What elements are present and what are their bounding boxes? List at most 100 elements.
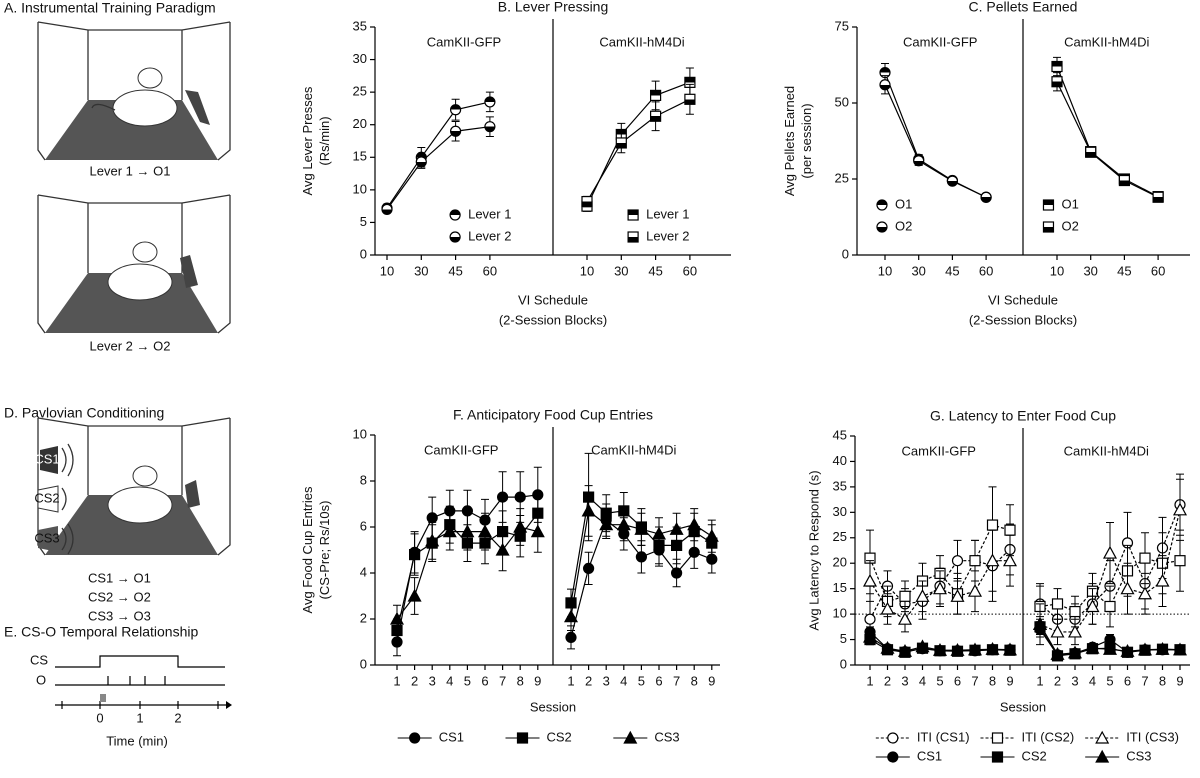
y-tick-label: 2 — [360, 610, 367, 625]
legend-marker — [449, 209, 461, 221]
x-tick-label: 2 — [1054, 673, 1061, 688]
x-tick-label: 3 — [603, 673, 610, 688]
x-tick-label: 1 — [866, 673, 873, 688]
marker — [425, 533, 440, 547]
speaker-label: CS1 — [34, 451, 59, 466]
marker — [1069, 605, 1081, 618]
x-axis-label: (2-Session Blocks) — [499, 312, 607, 327]
x-tick-label: 45 — [945, 263, 959, 278]
legend-label: Lever 1 — [468, 206, 511, 221]
y-axis-label: (per session) — [799, 103, 814, 178]
x-tick-label: 4 — [919, 673, 926, 688]
series-line — [1039, 504, 1181, 620]
marker — [450, 104, 462, 116]
marker — [1050, 647, 1065, 660]
legend-marker — [1042, 199, 1055, 211]
x-tick-label: 60 — [979, 263, 993, 278]
x-axis-label: VI Schedule — [988, 292, 1058, 307]
marker — [450, 125, 462, 137]
legend-label: ITI (CS2) — [1022, 729, 1075, 744]
time-tick: 2 — [174, 710, 181, 725]
marker — [897, 611, 913, 625]
marker — [669, 522, 684, 535]
timeline — [55, 655, 232, 709]
x-tick-label: 9 — [1176, 673, 1183, 688]
marker — [1104, 600, 1116, 613]
x-tick-label: 10 — [580, 263, 594, 278]
x-tick-label: 6 — [954, 673, 961, 688]
y-tick-label: 10 — [833, 606, 847, 621]
marker — [1085, 640, 1100, 654]
marker — [1155, 641, 1170, 655]
y-tick-label: 25 — [833, 529, 847, 544]
series-line — [1056, 66, 1159, 198]
legend-label: ITI (CS3) — [1126, 729, 1179, 744]
marker — [684, 93, 696, 105]
y-axis-label: Avg Lever Presses — [300, 86, 315, 195]
marker — [1051, 60, 1063, 73]
axis-label: Time (min) — [106, 733, 168, 748]
marker — [1067, 624, 1083, 638]
marker — [915, 639, 930, 653]
legend-marker — [887, 732, 899, 744]
speaker-label: CS3 — [34, 530, 59, 545]
series-line — [869, 549, 1011, 620]
marker — [1155, 573, 1170, 587]
legend-label: CS2 — [1022, 748, 1047, 763]
x-tick-label: 8 — [691, 673, 698, 688]
marker — [634, 522, 649, 535]
marker — [616, 517, 631, 531]
legend-marker — [409, 732, 421, 744]
x-tick-label: 2 — [585, 673, 592, 688]
y-tick-label: 10 — [353, 426, 367, 441]
y-axis-label: Avg Food Cup Entries — [300, 486, 315, 613]
marker — [1137, 586, 1153, 600]
legend-marker — [876, 199, 888, 211]
group-label: CamKII-GFP — [902, 443, 976, 458]
legend-label: O2 — [1061, 218, 1078, 233]
marker — [950, 642, 965, 656]
marker — [477, 524, 493, 538]
legend-marker — [1042, 221, 1055, 233]
x-tick-label: 6 — [1124, 673, 1131, 688]
contingency-label: Lever 2 → O2 — [90, 338, 171, 353]
marker — [513, 519, 528, 533]
x-tick-label: 30 — [414, 263, 428, 278]
y-tick-label: 5 — [360, 214, 367, 229]
legend-label: Lever 1 — [646, 206, 689, 221]
x-tick-label: 60 — [1151, 263, 1165, 278]
x-tick-label: 9 — [708, 673, 715, 688]
marker — [1172, 502, 1188, 516]
marker — [864, 613, 876, 625]
marker — [460, 524, 475, 538]
y-tick-label: 20 — [833, 555, 847, 570]
marker — [563, 609, 579, 623]
marker — [649, 110, 662, 122]
marker — [1002, 642, 1018, 656]
marker — [932, 642, 948, 656]
marker — [1004, 524, 1016, 536]
y-tick-label: 45 — [833, 427, 847, 442]
marker — [880, 640, 895, 654]
x-tick-label: 45 — [1117, 263, 1131, 278]
chamber — [37, 417, 231, 556]
marker — [946, 175, 959, 187]
contingency-label: Lever 1 → O1 — [90, 163, 171, 178]
marker — [967, 642, 983, 656]
legend-label: O1 — [1061, 196, 1078, 211]
legend-label: CS1 — [439, 729, 464, 744]
y-tick-label: 25 — [353, 84, 367, 99]
marker — [880, 601, 895, 615]
series-line — [386, 101, 491, 209]
x-tick-label: 1 — [1036, 673, 1043, 688]
marker — [1002, 553, 1018, 567]
marker — [409, 548, 421, 561]
y-tick-label: 6 — [360, 518, 367, 533]
x-tick-label: 10 — [380, 263, 394, 278]
marker — [1085, 146, 1097, 158]
marker — [497, 491, 509, 503]
marker — [1102, 641, 1118, 655]
y-axis-label: (CS-Pre; Rs/10s) — [317, 501, 332, 600]
x-tick-label: 6 — [481, 673, 488, 688]
marker — [530, 524, 545, 538]
